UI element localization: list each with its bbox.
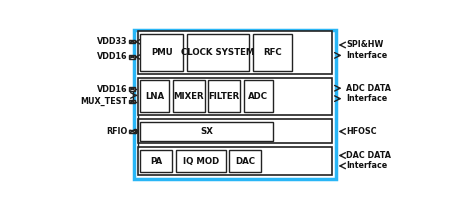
Text: VDD16: VDD16: [96, 52, 127, 62]
Text: VDD16: VDD16: [96, 84, 127, 94]
FancyBboxPatch shape: [252, 34, 291, 71]
FancyBboxPatch shape: [208, 80, 240, 112]
FancyBboxPatch shape: [137, 78, 331, 115]
FancyBboxPatch shape: [140, 150, 172, 172]
Text: SX: SX: [200, 127, 213, 136]
Bar: [129, 100, 135, 103]
Bar: [129, 55, 135, 59]
FancyBboxPatch shape: [137, 147, 331, 175]
Text: RFC: RFC: [263, 48, 281, 57]
Text: Interface: Interface: [346, 51, 386, 60]
Bar: [129, 87, 135, 91]
Bar: [129, 40, 135, 43]
FancyBboxPatch shape: [137, 31, 331, 74]
FancyBboxPatch shape: [140, 122, 272, 141]
Text: Interface: Interface: [346, 161, 386, 170]
Text: VDD33: VDD33: [96, 37, 127, 46]
Bar: [129, 130, 135, 133]
Text: RFIO: RFIO: [106, 127, 127, 136]
FancyBboxPatch shape: [134, 30, 335, 179]
Text: LNA: LNA: [145, 92, 164, 101]
Text: CLOCK SYSTEM: CLOCK SYSTEM: [181, 48, 254, 57]
Text: ADC DATA: ADC DATA: [346, 84, 391, 93]
Text: PMU: PMU: [151, 48, 172, 57]
Text: IQ MOD: IQ MOD: [182, 157, 218, 166]
FancyBboxPatch shape: [172, 80, 204, 112]
Text: MIXER: MIXER: [173, 92, 203, 101]
Text: DAC: DAC: [235, 157, 255, 166]
FancyBboxPatch shape: [243, 80, 272, 112]
Text: Interface: Interface: [346, 94, 386, 103]
FancyBboxPatch shape: [175, 150, 225, 172]
Text: PA: PA: [150, 157, 162, 166]
Text: HFOSC: HFOSC: [346, 127, 376, 136]
Text: FILTER: FILTER: [208, 92, 240, 101]
FancyBboxPatch shape: [229, 150, 261, 172]
Text: ADC: ADC: [248, 92, 268, 101]
FancyBboxPatch shape: [140, 80, 169, 112]
Text: SPI&HW: SPI&HW: [346, 41, 383, 50]
FancyBboxPatch shape: [140, 34, 183, 71]
FancyBboxPatch shape: [137, 119, 331, 143]
Text: MUX_TEST: MUX_TEST: [80, 97, 127, 106]
FancyBboxPatch shape: [186, 34, 248, 71]
Text: DAC DATA: DAC DATA: [346, 151, 391, 160]
